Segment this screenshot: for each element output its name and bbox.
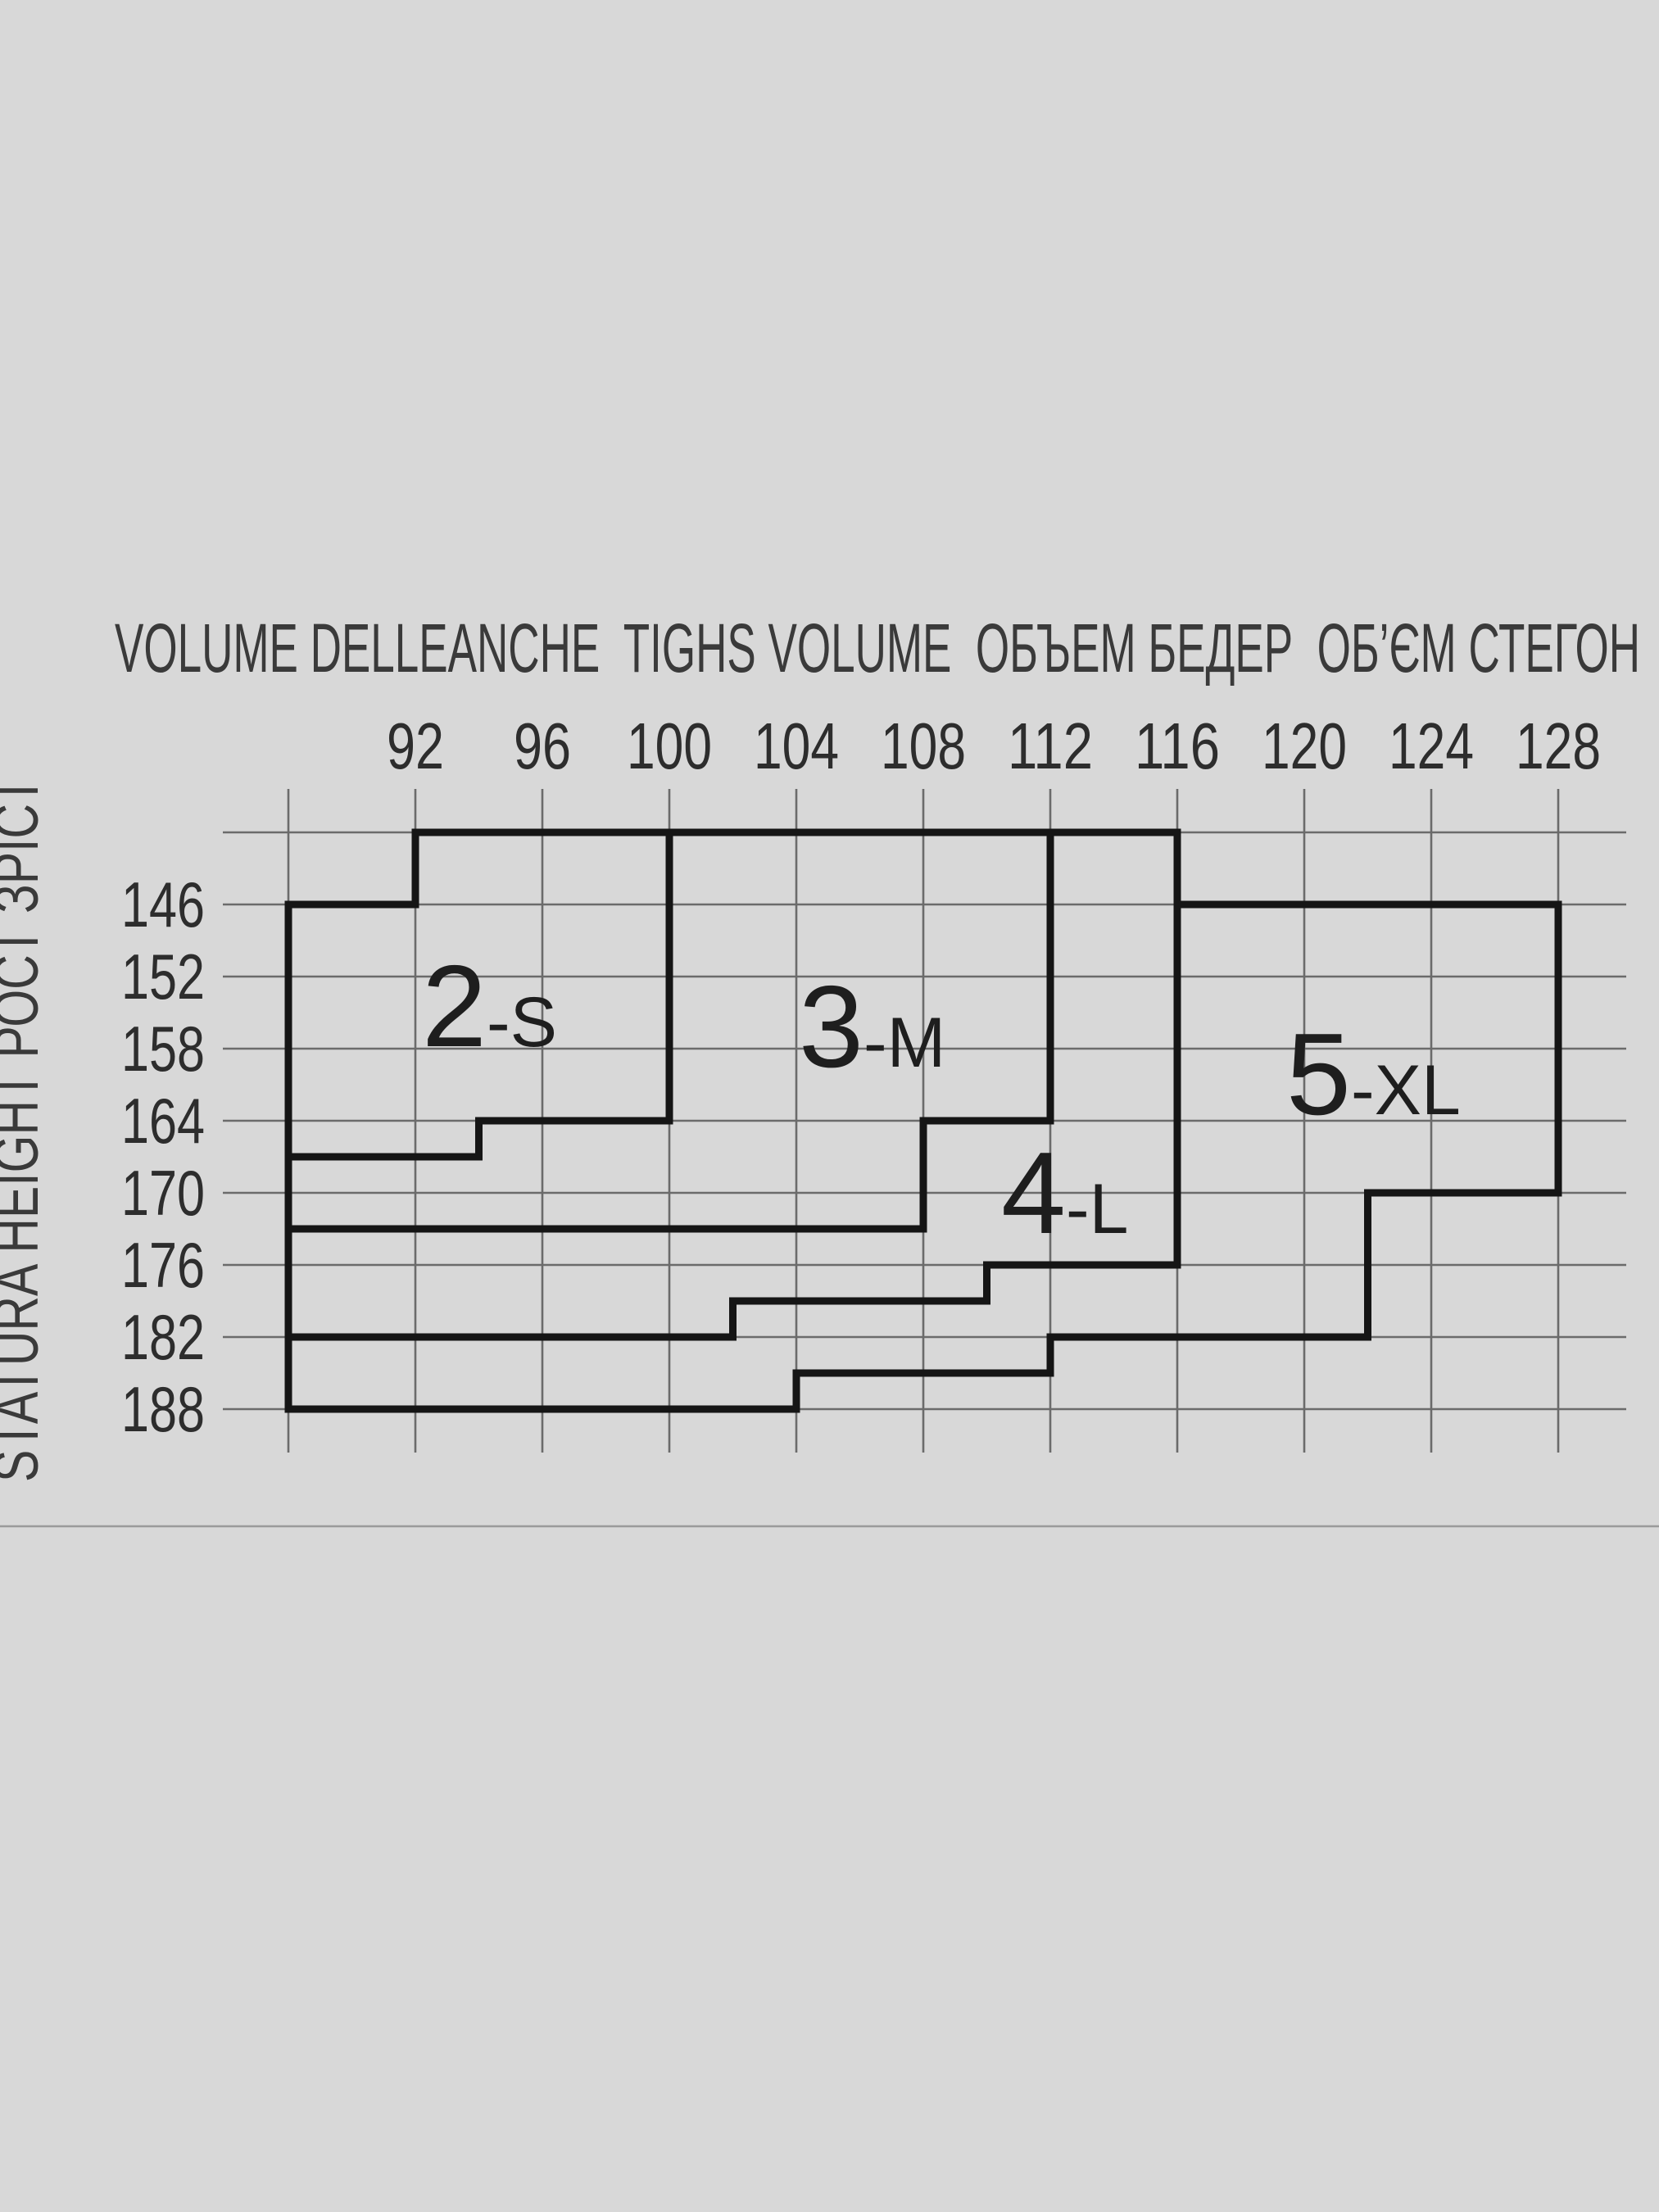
size-region-outlines <box>284 828 1562 1413</box>
y-tick-label-164: 164 <box>121 1085 205 1157</box>
y-tick-label-188: 188 <box>121 1373 205 1445</box>
x-tick-label-92: 92 <box>387 709 444 782</box>
x-tick-label-96: 96 <box>514 709 571 782</box>
x-tick-label-112: 112 <box>1008 709 1093 782</box>
y-tick-label-158: 158 <box>121 1013 205 1085</box>
x-tick-label-104: 104 <box>754 709 839 782</box>
height-axis-title: STATURA HEIGHT РОСТ ЗРІСТ <box>0 776 52 1482</box>
y-tick-label-182: 182 <box>121 1301 205 1373</box>
size-region-outline-5-XL <box>284 900 1562 1413</box>
y-tick-label-176: 176 <box>121 1229 205 1301</box>
x-tick-label-124: 124 <box>1389 709 1474 782</box>
size-region-label-5-XL: 5-XL <box>1286 1009 1461 1140</box>
size-region-label-4-L: 4-L <box>1001 1128 1128 1258</box>
size-region-label-3-M: 3-M <box>799 962 945 1092</box>
hip-volume-header: VOLUME DELLEANCHE TIGHS VOLUME ОБЪЕМ БЕД… <box>115 610 1640 687</box>
x-tick-label-100: 100 <box>627 709 712 782</box>
size-region-labels: 2-S 3-M 4-L 5-XL <box>422 941 1461 1258</box>
x-tick-label-120: 120 <box>1262 709 1347 782</box>
axis-tick-labels: 92 96 100 104 108 112 116 120 124 128 146152158164… <box>121 709 1601 1445</box>
y-tick-label-170: 170 <box>121 1157 205 1229</box>
y-tick-label-146: 146 <box>121 868 205 941</box>
x-tick-label-108: 108 <box>881 709 966 782</box>
x-tick-label-116: 116 <box>1135 709 1220 782</box>
size-region-label-2-S: 2-S <box>422 941 557 1072</box>
x-tick-label-128: 128 <box>1516 709 1601 782</box>
y-tick-label-152: 152 <box>121 941 205 1013</box>
